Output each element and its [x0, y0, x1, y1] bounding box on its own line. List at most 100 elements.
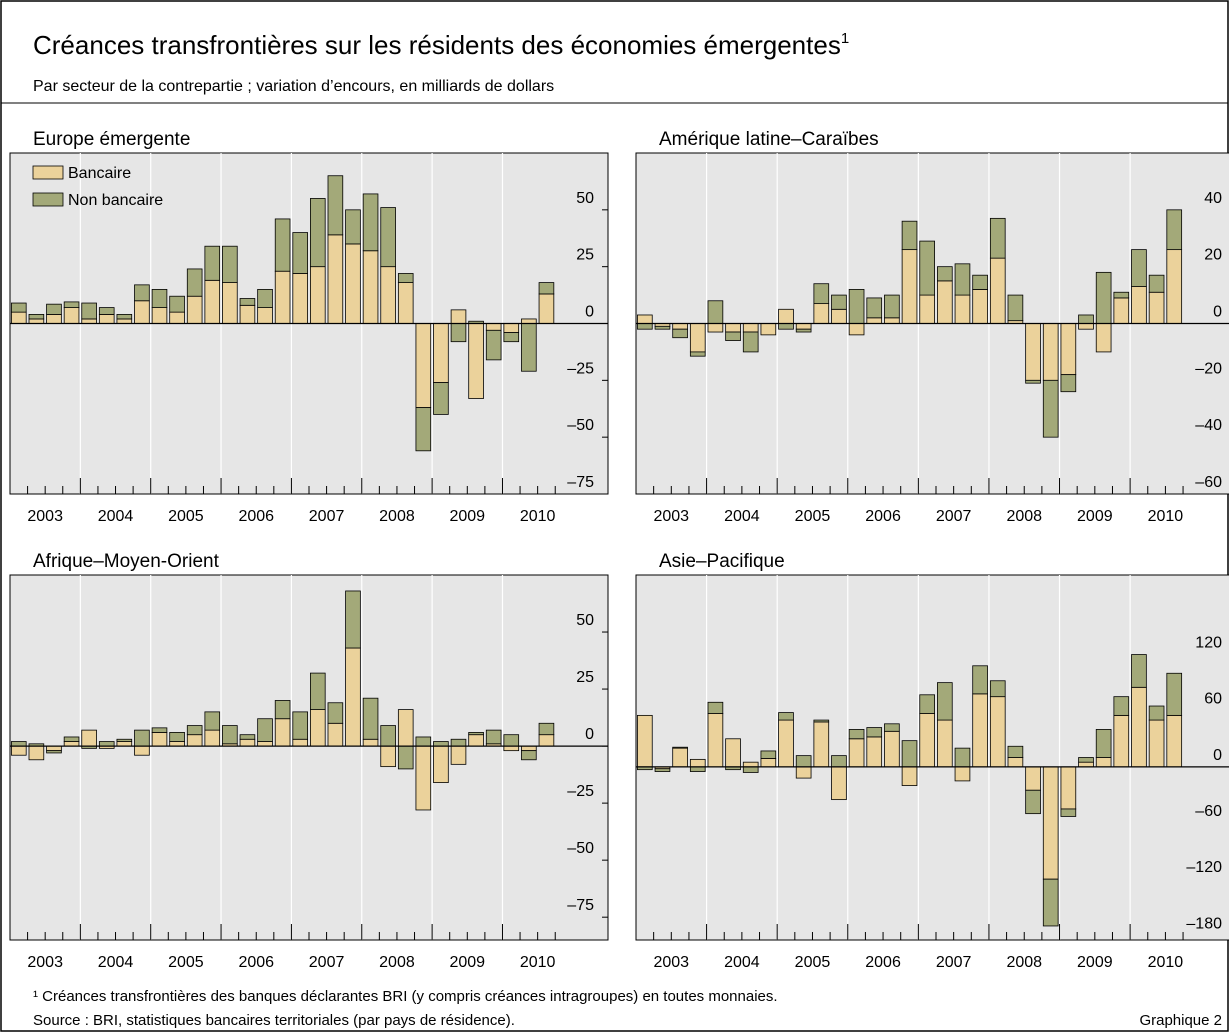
x-tick-label: 2004 — [98, 954, 134, 971]
bar-segment — [919, 713, 935, 768]
bar-segment — [901, 766, 918, 786]
bar-segment — [1007, 757, 1024, 768]
bar-segment — [239, 304, 256, 324]
bar-segment — [380, 266, 396, 324]
bar-segment — [433, 382, 449, 415]
subtitle: Par secteur de la contrepartie ; variati… — [33, 78, 554, 95]
bar-segment — [795, 328, 812, 333]
bar-segment — [362, 738, 379, 747]
bar-segment — [1131, 654, 1147, 688]
bar-segment — [989, 257, 1006, 324]
bar-segment — [689, 766, 706, 772]
bar-segment — [1025, 323, 1041, 381]
panel-title: Europe émergente — [33, 129, 190, 150]
x-tick-label: 2003 — [27, 508, 63, 525]
bar-segment — [116, 738, 133, 742]
bar-segment — [1148, 705, 1165, 721]
x-tick-label: 2008 — [1006, 954, 1042, 971]
bar-segment — [848, 323, 865, 336]
bar-segment — [919, 294, 935, 324]
bar-segment — [1166, 714, 1183, 768]
bar-segment — [672, 746, 688, 749]
bar-segment — [937, 280, 953, 324]
bar-segment — [866, 317, 883, 324]
bar-segment — [1078, 757, 1094, 763]
bar-segment — [63, 736, 80, 742]
bar-segment — [151, 288, 168, 308]
bar-segment — [63, 741, 80, 747]
bar-segment — [672, 328, 688, 339]
bar-segment — [778, 323, 794, 330]
bar-segment — [169, 311, 185, 324]
bar-segment — [637, 323, 653, 330]
bar-segment — [866, 297, 883, 319]
bar-segment — [11, 741, 27, 747]
bar-segment — [134, 729, 150, 747]
bar-segment — [989, 217, 1006, 259]
bar-segment — [503, 745, 520, 752]
x-tick-label: 2005 — [795, 954, 831, 971]
bar-segment — [866, 727, 883, 738]
bar-segment — [1042, 323, 1059, 381]
x-tick-label: 2008 — [379, 508, 415, 525]
bar-segment — [742, 766, 759, 773]
bar-segment — [725, 738, 741, 768]
y-tick-label: –75 — [567, 474, 594, 491]
y-tick-label: 40 — [1204, 190, 1222, 207]
bar-segment — [134, 284, 150, 302]
bar-segment — [1078, 761, 1094, 768]
y-tick-label: 0 — [585, 304, 594, 321]
bar-segment — [433, 741, 449, 747]
x-tick-label: 2005 — [168, 954, 204, 971]
bar-segment — [362, 697, 379, 740]
bar-segment — [116, 741, 133, 747]
y-tick-label: 25 — [576, 247, 594, 264]
bar-segment — [1042, 766, 1059, 880]
bar-segment — [795, 323, 812, 330]
bar-segment — [274, 700, 291, 720]
bar-segment — [538, 734, 555, 747]
bar-segment — [274, 218, 291, 272]
bar-segment — [151, 307, 168, 324]
bar-segment — [327, 702, 344, 724]
bar-segment — [204, 729, 221, 747]
bar-segment — [1095, 757, 1112, 768]
x-tick-label: 2004 — [724, 508, 760, 525]
bar-segment — [415, 745, 432, 811]
bar-segment — [1113, 714, 1130, 768]
bar-segment — [204, 279, 221, 324]
bar-segment — [989, 696, 1006, 768]
bar-segment — [760, 758, 777, 768]
bar-segment — [28, 318, 45, 324]
y-tick-label: 0 — [1213, 304, 1222, 321]
bar-segment — [485, 323, 502, 331]
bar-segment — [186, 295, 203, 324]
bar-segment — [654, 768, 671, 772]
bar-segment — [1060, 323, 1077, 376]
bar-segment — [1025, 766, 1041, 791]
y-tick-label: 50 — [576, 612, 594, 629]
y-tick-label: –25 — [567, 360, 594, 377]
bar-segment — [1025, 789, 1041, 815]
x-tick-label: 2009 — [449, 508, 485, 525]
bar-segment — [637, 714, 653, 768]
bar-segment — [46, 314, 62, 324]
x-tick-label: 2010 — [520, 508, 556, 525]
bar-segment — [450, 745, 467, 765]
bar-segment — [521, 318, 537, 324]
bar-segment — [204, 711, 221, 731]
bar-segment — [813, 283, 830, 305]
bar-segment — [239, 738, 256, 747]
bar-segment — [742, 331, 759, 353]
bar-segment — [98, 741, 115, 747]
bar-segment — [795, 766, 812, 779]
title-note: 1 — [841, 30, 849, 47]
title-text: Créances transfrontières sur les résiden… — [33, 30, 841, 60]
bar-segment — [521, 750, 537, 761]
bar-segment — [1078, 314, 1094, 324]
bar-segment — [1148, 274, 1165, 293]
bar-segment — [1095, 323, 1112, 353]
bar-segment — [485, 729, 502, 745]
bar-segment — [760, 750, 777, 759]
bar-segment — [795, 755, 812, 768]
